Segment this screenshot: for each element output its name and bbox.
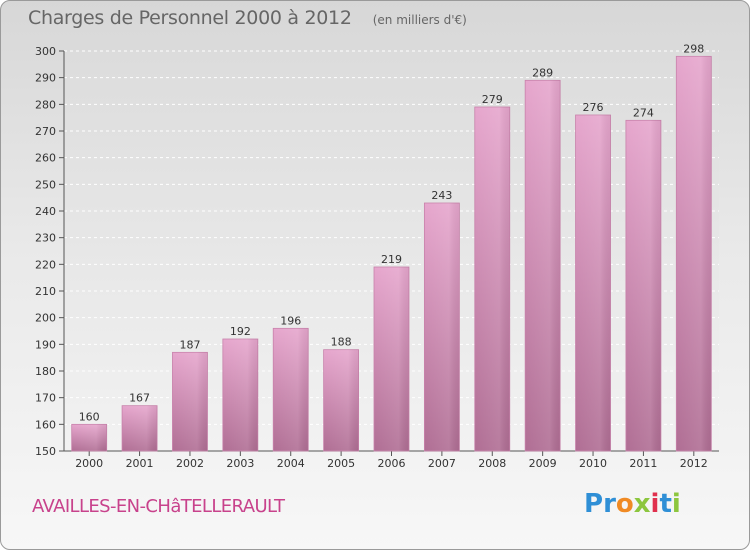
x-tick-label: 2001 [126,457,154,470]
data-labels: 160 167 187 192 196 188 219 243 279 289 276 274 298 [79,42,705,423]
data-label: 167 [129,392,150,405]
bar-highlight [676,56,712,451]
bar-highlight [525,80,561,451]
logo-letter: r [603,489,616,519]
data-label: 279 [482,93,503,106]
bar-highlight [323,349,359,451]
y-axis: 150 160 170 180 190 200 210 220 230 240 250 260 270 2… [35,45,65,458]
x-tick-label: 2007 [428,457,456,470]
proxiti-logo: Proxiti [584,489,681,519]
y-tick-label: 290 [35,72,56,85]
x-tick-label: 2011 [629,457,657,470]
bar-highlight [71,424,107,451]
x-tick-label: 2005 [327,457,355,470]
data-label: 289 [532,66,553,79]
data-label: 187 [179,338,200,351]
bars [71,55,712,452]
commune-name: AVAILLES-EN-CHâTELLERAULT [32,496,285,517]
y-tick-label: 260 [35,152,56,165]
logo-letter: o [615,489,634,519]
x-tick-label: 2004 [277,457,305,470]
x-tick-label: 2000 [75,457,103,470]
bar-highlight [374,267,409,451]
y-tick-label: 220 [35,258,56,271]
x-tick-label: 2010 [579,457,607,470]
y-tick-label: 170 [35,392,56,405]
title-row: Charges de Personnel 2000 à 2012 (en mil… [28,7,467,29]
logo-letter: P [584,489,604,519]
bar-highlight [172,352,208,451]
logo-letter: i [671,489,681,519]
y-tick-label: 240 [35,205,56,218]
y-tick-label: 270 [35,125,56,138]
data-label: 196 [280,314,301,327]
x-axis: 2000 2001 2002 2003 2004 2005 2006 2007 2008 2009… [64,450,719,470]
x-tick-label: 2012 [680,457,708,470]
logo-letter: t [659,489,672,519]
bar-highlight [575,115,611,451]
chart-title: Charges de Personnel 2000 à 2012 [28,7,352,29]
x-tick-label: 2006 [378,457,406,470]
data-label: 274 [633,106,654,119]
x-tick-label: 2002 [176,457,204,470]
bar-highlight [122,405,158,451]
y-tick-label: 160 [35,418,56,431]
logo-letter: x [633,489,651,519]
bar-highlight [474,107,510,451]
y-tick-label: 150 [35,445,56,458]
x-tick-label: 2009 [529,457,557,470]
logo-letter: i [650,489,660,519]
y-tick-label: 300 [35,45,56,58]
y-tick-label: 180 [35,365,56,378]
x-tick-label: 2008 [478,457,506,470]
chart-subtitle: (en milliers d'€) [372,13,467,27]
bar-highlight [222,339,258,451]
bar-highlight [625,120,661,451]
data-label: 243 [431,189,452,202]
data-label: 192 [230,325,251,338]
y-tick-label: 250 [35,178,56,191]
y-tick-label: 210 [35,285,56,298]
data-label: 188 [331,336,352,349]
y-tick-label: 280 [35,98,56,111]
data-label: 219 [381,253,402,266]
data-label: 160 [79,410,100,423]
y-tick-label: 190 [35,338,56,351]
bar-highlight [273,328,309,451]
data-label: 298 [683,42,704,55]
data-label: 276 [583,101,604,114]
y-tick-label: 200 [35,312,56,325]
bar-highlight [424,203,460,451]
y-tick-label: 230 [35,232,56,245]
x-tick-label: 2003 [226,457,254,470]
